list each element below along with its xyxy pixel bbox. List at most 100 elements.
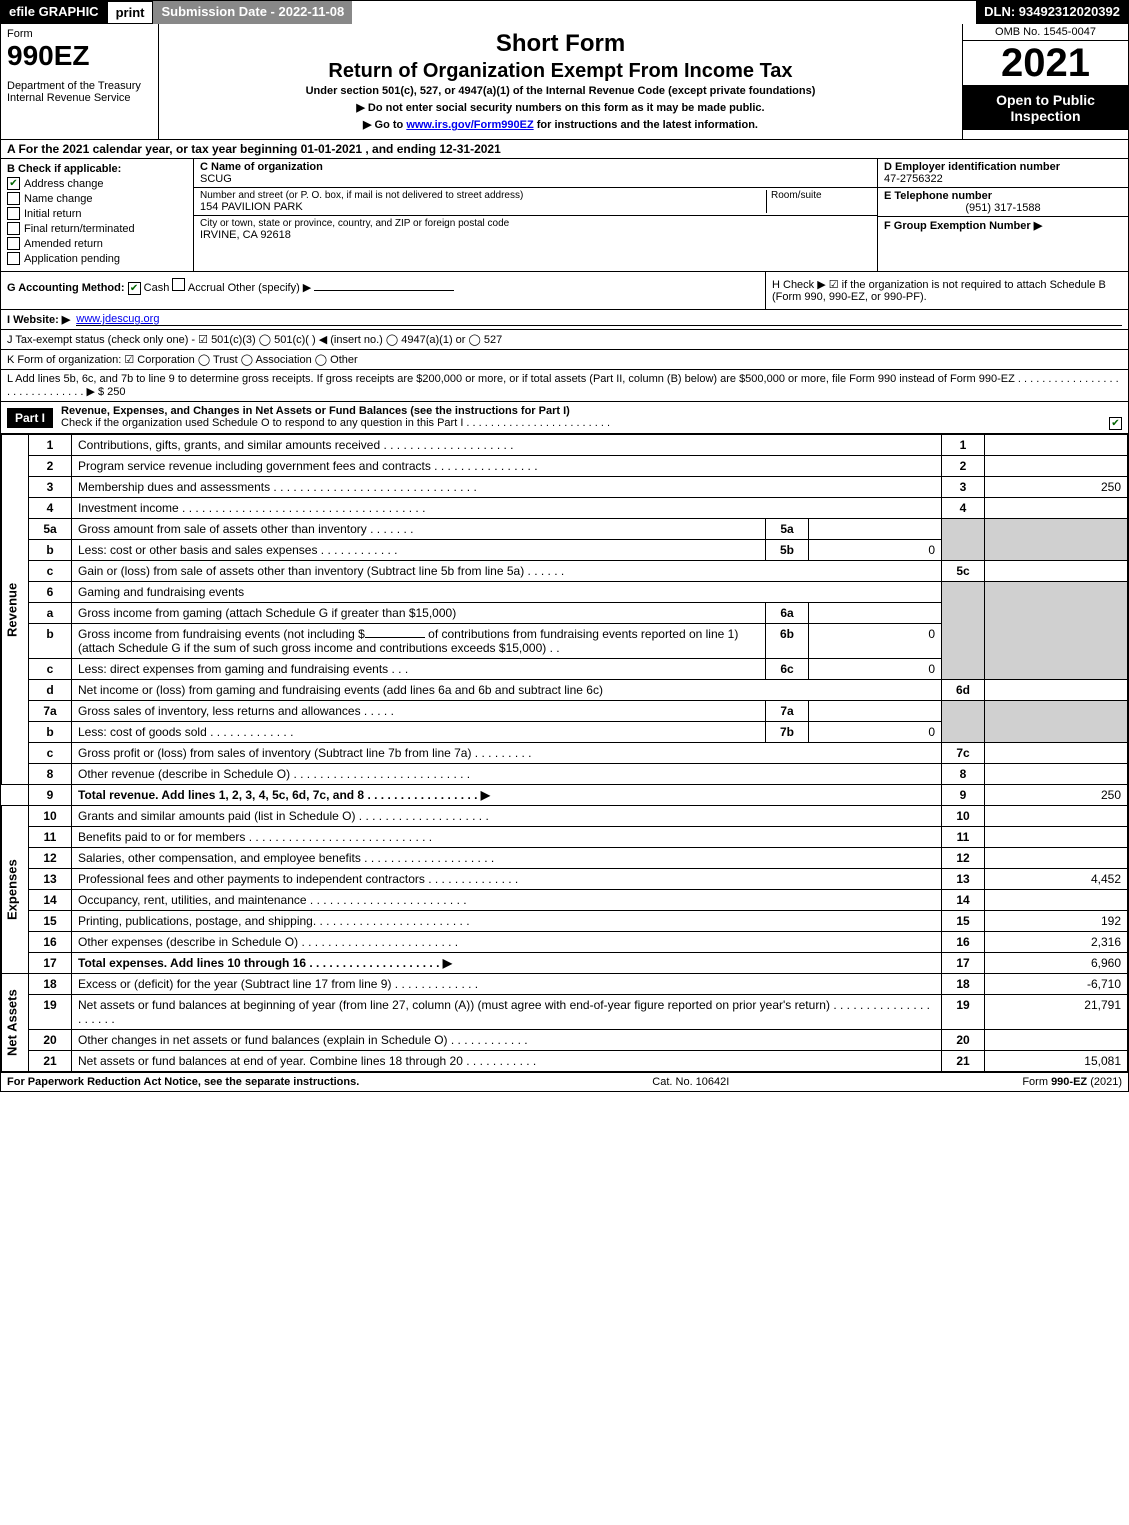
form-container: efile GRAPHIC print Submission Date - 20…	[0, 0, 1129, 1092]
schedule-o-check-icon[interactable]	[1109, 417, 1122, 430]
line-num: 17	[29, 953, 72, 974]
header-center: Short Form Return of Organization Exempt…	[159, 24, 962, 139]
line-num: 12	[29, 848, 72, 869]
cb-label: Application pending	[24, 253, 120, 265]
instruction-2: ▶ Go to www.irs.gov/Form990EZ for instru…	[167, 118, 954, 131]
street-value: 154 PAVILION PARK	[200, 201, 766, 213]
section-a: A For the 2021 calendar year, or tax yea…	[1, 140, 1128, 159]
ein-label: D Employer identification number	[884, 161, 1122, 173]
footer-right-suffix: (2021)	[1087, 1076, 1122, 1088]
line-num-r: 4	[942, 498, 985, 519]
line-desc: Salaries, other compensation, and employ…	[72, 848, 942, 869]
check-icon	[7, 207, 20, 220]
footer-left: For Paperwork Reduction Act Notice, see …	[7, 1076, 359, 1088]
section-h: H Check ▶ ☑ if the organization is not r…	[765, 272, 1128, 309]
line-desc: Investment income . . . . . . . . . . . …	[72, 498, 942, 519]
info-section: B Check if applicable: Address change Na…	[1, 159, 1128, 272]
phone-row: E Telephone number (951) 317-1588	[878, 188, 1128, 217]
line-amount: 4,452	[985, 869, 1128, 890]
cb-label: Amended return	[24, 238, 103, 250]
footer-right: Form 990-EZ (2021)	[1022, 1076, 1122, 1088]
accrual-label: Accrual	[188, 282, 225, 294]
line-num-r: 7c	[942, 743, 985, 764]
line-desc: Gross income from fundraising events (no…	[72, 624, 766, 659]
line-num-r: 6d	[942, 680, 985, 701]
checkbox-initial-return[interactable]: Initial return	[7, 207, 187, 220]
cash-check-icon[interactable]	[128, 282, 141, 295]
line-desc: Other revenue (describe in Schedule O) .…	[72, 764, 942, 785]
line-num-r: 3	[942, 477, 985, 498]
irs-link[interactable]: www.irs.gov/Form990EZ	[406, 119, 533, 131]
gh-row: G Accounting Method: Cash Accrual Other …	[1, 272, 1128, 310]
line-num-r: 11	[942, 827, 985, 848]
line-amount	[985, 561, 1128, 582]
line-num: 10	[29, 806, 72, 827]
line-desc: Gross sales of inventory, less returns a…	[72, 701, 766, 722]
print-button[interactable]: print	[107, 1, 154, 24]
line-amount	[985, 498, 1128, 519]
section-j: J Tax-exempt status (check only one) - ☑…	[1, 330, 1128, 350]
dln-label: DLN: 93492312020392	[976, 1, 1128, 24]
tax-year: 2021	[963, 41, 1128, 86]
line-num-r: 10	[942, 806, 985, 827]
city-row: City or town, state or province, country…	[194, 216, 877, 243]
line-num: 16	[29, 932, 72, 953]
footer-right-prefix: Form	[1022, 1076, 1051, 1088]
line-num-r: 12	[942, 848, 985, 869]
accrual-check-icon[interactable]	[172, 278, 185, 291]
line-desc: Net assets or fund balances at beginning…	[72, 995, 942, 1030]
cb-label: Address change	[24, 178, 104, 190]
line-num-r: 9	[942, 785, 985, 806]
line-amount	[985, 435, 1128, 456]
checkbox-app-pending[interactable]: Application pending	[7, 252, 187, 265]
group-label: F Group Exemption Number ▶	[884, 219, 1122, 232]
line-desc: Benefits paid to or for members . . . . …	[72, 827, 942, 848]
line-amount: 250	[985, 477, 1128, 498]
line-amount	[985, 806, 1128, 827]
6b-blank[interactable]	[365, 637, 425, 638]
omb-number: OMB No. 1545-0047	[963, 24, 1128, 41]
line-amount	[985, 890, 1128, 911]
checkbox-name-change[interactable]: Name change	[7, 192, 187, 205]
org-name: SCUG	[200, 173, 871, 185]
header-right: OMB No. 1545-0047 2021 Open to Public In…	[962, 24, 1128, 139]
shaded-cell	[985, 519, 1128, 561]
line-amount: 21,791	[985, 995, 1128, 1030]
g-label: G Accounting Method:	[7, 282, 125, 294]
other-input[interactable]	[314, 290, 454, 291]
part1-title: Revenue, Expenses, and Changes in Net As…	[61, 405, 570, 417]
line-num-r: 13	[942, 869, 985, 890]
inner-num: 7a	[766, 701, 809, 722]
l-text: L Add lines 5b, 6c, and 7b to line 9 to …	[7, 373, 1119, 398]
part1-badge: Part I	[7, 408, 53, 428]
part1-header-row: Part I Revenue, Expenses, and Changes in…	[1, 402, 1128, 434]
line-num-r: 5c	[942, 561, 985, 582]
website-link[interactable]: www.jdescug.org	[76, 313, 1122, 326]
line-num-r: 14	[942, 890, 985, 911]
line-num-r: 16	[942, 932, 985, 953]
line-num-r: 8	[942, 764, 985, 785]
room-label: Room/suite	[771, 190, 871, 201]
dept-label: Department of the Treasury	[7, 80, 152, 92]
check-icon	[7, 177, 20, 190]
inner-num: 5b	[766, 540, 809, 561]
line-desc: Net income or (loss) from gaming and fun…	[72, 680, 942, 701]
line-num: b	[29, 722, 72, 743]
inner-num: 7b	[766, 722, 809, 743]
efile-label: efile GRAPHIC	[1, 1, 107, 24]
checkbox-final-return[interactable]: Final return/terminated	[7, 222, 187, 235]
submission-date: Submission Date - 2022-11-08	[153, 1, 352, 24]
line-desc: Less: cost of goods sold . . . . . . . .…	[72, 722, 766, 743]
line-num: 13	[29, 869, 72, 890]
footer: For Paperwork Reduction Act Notice, see …	[1, 1072, 1128, 1091]
line-desc: Gaming and fundraising events	[72, 582, 942, 603]
checkbox-amended-return[interactable]: Amended return	[7, 237, 187, 250]
l-amount: 250	[107, 386, 125, 398]
line-desc: Other changes in net assets or fund bala…	[72, 1030, 942, 1051]
short-form-title: Short Form	[167, 30, 954, 58]
revenue-vert-label: Revenue	[2, 435, 29, 785]
line-num: 18	[29, 974, 72, 995]
line-num: a	[29, 603, 72, 624]
line-num: 14	[29, 890, 72, 911]
checkbox-address-change[interactable]: Address change	[7, 177, 187, 190]
